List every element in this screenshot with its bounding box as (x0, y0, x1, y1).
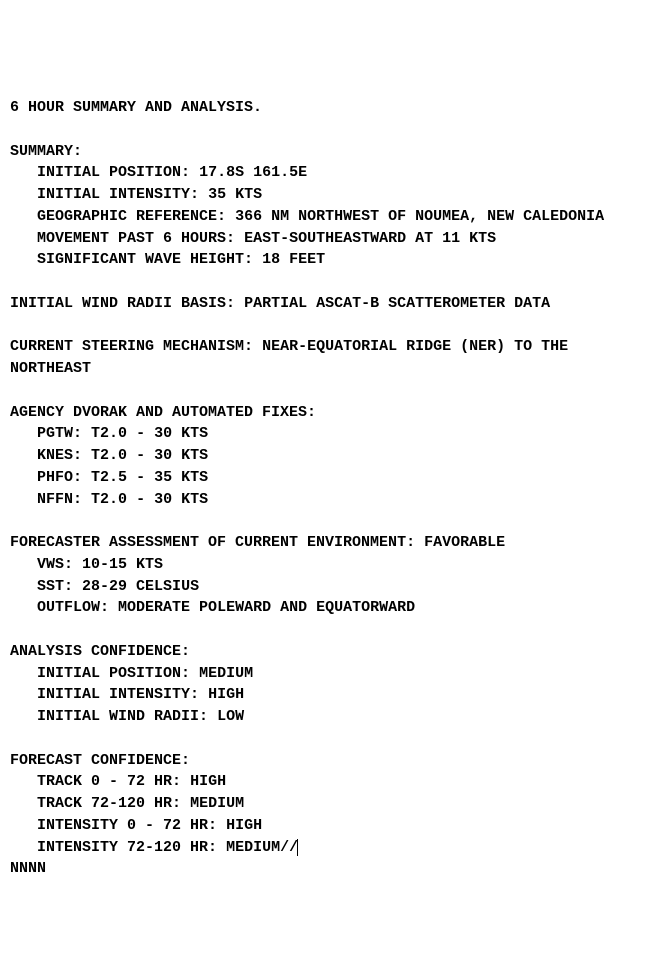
analysis-wind-radii-value: LOW (217, 708, 244, 725)
analysis-intensity-value: HIGH (208, 686, 244, 703)
forecast-confidence-header: FORECAST CONFIDENCE: (10, 752, 190, 769)
dvorak-kts-3: 30 KTS (154, 491, 208, 508)
initial-position-value: 17.8S 161.5E (199, 164, 307, 181)
dvorak-agency-0: PGTW (37, 425, 73, 442)
text-cursor-icon (297, 839, 298, 856)
steering-value-line2: NORTHEAST (10, 360, 91, 377)
dvorak-header: AGENCY DVORAK AND AUTOMATED FIXES: (10, 404, 316, 421)
outflow-label: OUTFLOW: (37, 599, 109, 616)
initial-intensity-value: 35 KTS (208, 186, 262, 203)
environment-header: FORECASTER ASSESSMENT OF CURRENT ENVIRON… (10, 534, 415, 551)
wave-height-value: 18 FEET (262, 251, 325, 268)
forecast-item-2-label: INTENSITY 0 - 72 HR: (37, 817, 217, 834)
vws-value: 10-15 KTS (82, 556, 163, 573)
steering-value-line1: NEAR-EQUATORIAL RIDGE (NER) TO THE (262, 338, 568, 355)
steering-label: CURRENT STEERING MECHANISM: (10, 338, 253, 355)
environment-assessment: FAVORABLE (424, 534, 505, 551)
terminator: NNNN (10, 860, 46, 877)
initial-intensity-label: INITIAL INTENSITY: (37, 186, 199, 203)
dvorak-t-1: T2.0 (91, 447, 127, 464)
forecast-item-1-value: MEDIUM (190, 795, 244, 812)
forecast-item-3-label: INTENSITY 72-120 HR: (37, 839, 217, 856)
movement-value: EAST-SOUTHEASTWARD AT 11 KTS (244, 230, 496, 247)
wind-radii-label: INITIAL WIND RADII BASIS: (10, 295, 235, 312)
dvorak-agency-3: NFFN (37, 491, 73, 508)
dvorak-t-3: T2.0 (91, 491, 127, 508)
wind-radii-value: PARTIAL ASCAT-B SCATTEROMETER DATA (244, 295, 550, 312)
forecast-item-0-value: HIGH (190, 773, 226, 790)
dvorak-t-0: T2.0 (91, 425, 127, 442)
vws-label: VWS: (37, 556, 73, 573)
analysis-intensity-label: INITIAL INTENSITY: (37, 686, 199, 703)
dvorak-agency-2: PHFO (37, 469, 73, 486)
analysis-position-label: INITIAL POSITION: (37, 665, 190, 682)
forecast-item-1-label: TRACK 72-120 HR: (37, 795, 181, 812)
summary-header: SUMMARY: (10, 143, 82, 160)
forecast-item-0-label: TRACK 0 - 72 HR: (37, 773, 181, 790)
report-title: 6 HOUR SUMMARY AND ANALYSIS. (10, 99, 262, 116)
forecast-item-2-value: HIGH (226, 817, 262, 834)
initial-position-label: INITIAL POSITION: (37, 164, 190, 181)
movement-label: MOVEMENT PAST 6 HOURS: (37, 230, 235, 247)
analysis-wind-radii-label: INITIAL WIND RADII: (37, 708, 208, 725)
analysis-confidence-header: ANALYSIS CONFIDENCE: (10, 643, 190, 660)
outflow-value: MODERATE POLEWARD AND EQUATORWARD (118, 599, 415, 616)
dvorak-kts-2: 35 KTS (154, 469, 208, 486)
forecast-item-3-value: MEDIUM// (226, 839, 298, 856)
dvorak-kts-0: 30 KTS (154, 425, 208, 442)
dvorak-t-2: T2.5 (91, 469, 127, 486)
geographic-reference-value: 366 NM NORTHWEST OF NOUMEA, NEW CALEDONI… (235, 208, 604, 225)
sst-label: SST: (37, 578, 73, 595)
geographic-reference-label: GEOGRAPHIC REFERENCE: (37, 208, 226, 225)
wave-height-label: SIGNIFICANT WAVE HEIGHT: (37, 251, 253, 268)
sst-value: 28-29 CELSIUS (82, 578, 199, 595)
dvorak-agency-1: KNES (37, 447, 73, 464)
analysis-position-value: MEDIUM (199, 665, 253, 682)
dvorak-kts-1: 30 KTS (154, 447, 208, 464)
